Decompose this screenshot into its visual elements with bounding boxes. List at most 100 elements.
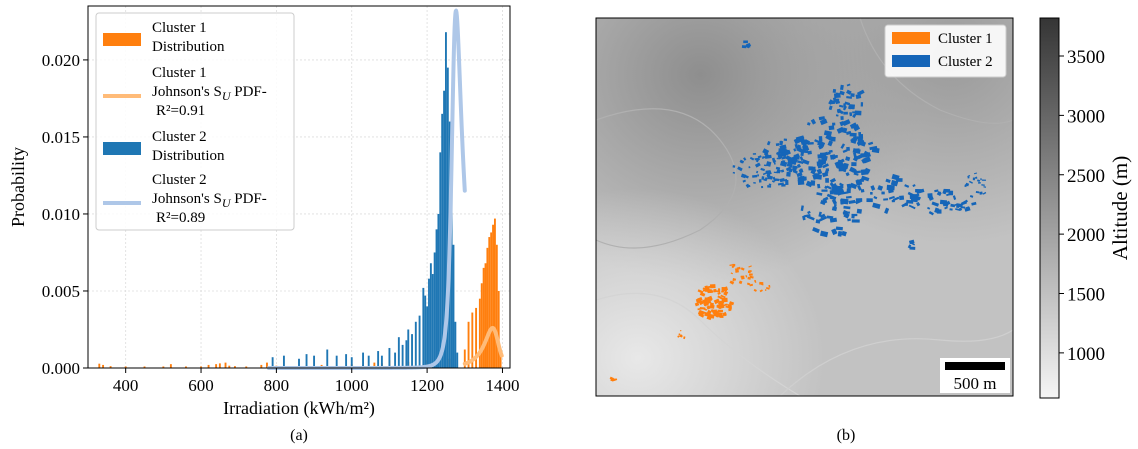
cluster1-building (745, 274, 748, 278)
cluster2-bar (401, 344, 404, 368)
cluster2-bar (418, 315, 421, 368)
cluster2-building (835, 226, 843, 231)
cluster1-building (716, 290, 721, 293)
cluster1-building (722, 311, 727, 317)
cluster2-building (817, 183, 821, 189)
cluster2-bar (433, 252, 436, 368)
cluster2-building (822, 163, 829, 169)
cluster2-building (823, 130, 832, 137)
cluster2-building (887, 189, 894, 194)
cluster2-building (854, 110, 862, 116)
cluster2-building (842, 127, 848, 134)
cluster2-building (743, 157, 747, 161)
cluster1-bar (373, 362, 376, 368)
cluster2-building (844, 101, 851, 106)
cluster2-building (952, 195, 957, 200)
cluster2-building (866, 198, 873, 203)
cluster2-building (762, 148, 770, 155)
cluster2-building (773, 160, 777, 163)
cluster2-building (943, 200, 951, 207)
cluster2-building (840, 84, 844, 91)
cluster2-bar (313, 355, 316, 368)
cluster2-building (968, 180, 973, 184)
cluster1-building (749, 283, 754, 287)
cluster2-building (854, 170, 861, 174)
legend-cluster2-dist-line1: Cluster 2 (152, 129, 207, 145)
cluster2-building (821, 155, 828, 161)
cluster2-building (781, 184, 786, 187)
cluster1-bar (467, 321, 470, 368)
cluster2-building (783, 149, 791, 156)
map-legend-cluster1-label: Cluster 1 (938, 31, 993, 47)
cluster1-building (718, 300, 725, 305)
cluster2-bar (456, 352, 459, 368)
legend-cluster1-pdf-line2: Johnson's SU PDF- (152, 84, 267, 103)
cluster2-building (761, 186, 764, 189)
cluster2-building (791, 158, 798, 165)
cluster2-bar (445, 32, 447, 369)
cluster2-building (793, 137, 802, 145)
cluster2-building (978, 182, 981, 184)
cluster1-pdf-line (462, 325, 504, 366)
cluster1-bar (245, 366, 248, 368)
cluster2-building (969, 195, 974, 198)
legend-cluster2-pdf-line2: Johnson's SU PDF- (152, 191, 267, 210)
cluster1-building (698, 309, 706, 314)
cluster1-bar (224, 362, 227, 368)
colorbar-tick-label: 3000 (1067, 106, 1105, 127)
cluster1-building (697, 311, 705, 316)
cluster2-bar (446, 67, 449, 369)
cluster2-building (928, 195, 934, 201)
cluster2-building (752, 153, 757, 155)
cluster1-building (706, 298, 712, 301)
cluster1-bar (495, 244, 498, 368)
cluster2-building (795, 154, 800, 159)
cluster2-building (786, 171, 791, 177)
scale-bar: 500 m (940, 358, 1010, 393)
cluster1-building (705, 285, 713, 289)
cluster2-building (796, 172, 803, 178)
cluster2-bar (452, 244, 455, 368)
cluster2-building (807, 150, 812, 155)
cluster2-building (861, 175, 870, 182)
cluster1-building (713, 298, 720, 305)
cluster1-bar (169, 364, 172, 368)
cluster1-building (754, 280, 756, 282)
cluster2-building (899, 195, 905, 201)
cluster2-building (842, 119, 851, 126)
cluster2-building (846, 183, 852, 190)
cluster2-bar (350, 357, 353, 368)
cluster2-building (972, 177, 976, 181)
cluster1-building (715, 312, 720, 318)
cluster2-building (961, 201, 968, 206)
legend-a-box (95, 12, 295, 231)
cluster1-building (721, 290, 725, 293)
y-axis-label: Probability (8, 147, 28, 227)
cluster2-building (766, 140, 771, 146)
cluster2-building (800, 205, 804, 211)
cluster1-bar (490, 232, 493, 368)
cluster2-building (857, 136, 864, 143)
cluster1-building (717, 291, 721, 295)
cluster2-building (973, 172, 978, 175)
cluster2-building (799, 178, 804, 184)
cluster2-building (737, 166, 743, 172)
cluster2-building (779, 177, 785, 183)
cluster1-bar (488, 237, 491, 368)
cluster1-building (704, 311, 711, 317)
cluster2-building (754, 162, 761, 168)
cluster2-building (907, 244, 912, 249)
cluster1-buildings (609, 263, 771, 382)
cluster1-building (718, 314, 724, 318)
cluster2-building (927, 206, 931, 210)
x-tick-label: 1400 (485, 376, 519, 395)
cluster2-bar (441, 113, 444, 368)
cluster2-building (931, 201, 940, 207)
cluster2-building (881, 191, 885, 195)
cluster1-building (683, 336, 686, 340)
cluster2-building (976, 179, 981, 182)
cluster2-building (934, 207, 940, 214)
cluster2-bar (397, 337, 400, 368)
cluster2-building (928, 210, 934, 216)
